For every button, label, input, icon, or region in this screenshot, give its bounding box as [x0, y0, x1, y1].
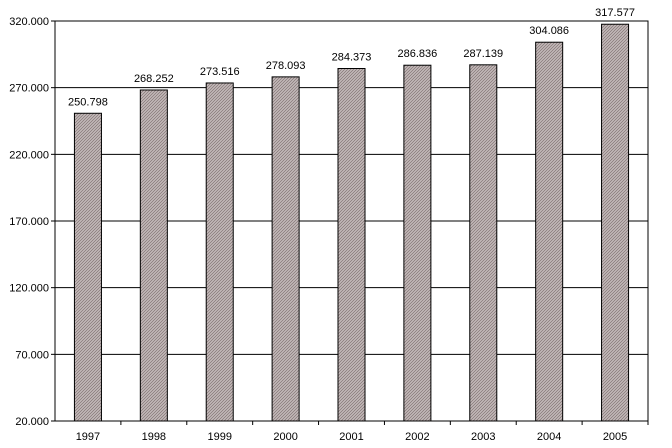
- bar-2000: [271, 76, 300, 422]
- x-tick-label-2004: 2004: [537, 431, 561, 443]
- y-tick-label: 70.000: [15, 349, 49, 361]
- data-labels: 250.798 268.252 273.516 278.093 284.373 286.8…: [68, 7, 635, 108]
- y-tick-label: 320.000: [9, 16, 49, 28]
- bar-2004: [535, 41, 564, 422]
- y-axis-tick-labels: 20.000 70.000 120.000 170.000 220.000 270.000…: [9, 16, 55, 428]
- y-tick-label: 220.000: [9, 149, 49, 161]
- bar-2005: [601, 23, 630, 422]
- bar-1998: [139, 89, 168, 422]
- data-label-2000: 278.093: [266, 60, 306, 72]
- bars: [73, 23, 630, 422]
- data-label-2002: 286.836: [398, 48, 438, 60]
- x-tick-label-2001: 2001: [339, 431, 363, 443]
- data-label-2005: 317.577: [595, 7, 635, 19]
- y-tick-label: 170.000: [9, 216, 49, 228]
- y-tick-label: 20.000: [15, 416, 49, 428]
- x-tick-label-2000: 2000: [273, 431, 297, 443]
- bar-2003: [469, 64, 498, 422]
- x-tick-label-2002: 2002: [405, 431, 429, 443]
- x-axis-tick-labels: 1997 1998 1999 2000 2001 2002 2003 2004 2005: [76, 421, 649, 443]
- x-tick-label-1997: 1997: [76, 431, 100, 443]
- data-label-1998: 268.252: [134, 73, 174, 85]
- bar-2002: [403, 64, 432, 422]
- y-tick-label: 120.000: [9, 283, 49, 295]
- data-label-2003: 287.139: [463, 48, 503, 60]
- x-tick-label-1999: 1999: [207, 431, 231, 443]
- x-tick-label-2003: 2003: [471, 431, 495, 443]
- x-tick-label-2005: 2005: [603, 431, 627, 443]
- bar-2001: [337, 68, 366, 422]
- x-tick-label-1998: 1998: [142, 431, 166, 443]
- y-tick-label: 270.000: [9, 83, 49, 95]
- bar-1999: [205, 82, 234, 422]
- bar-1997: [73, 112, 102, 422]
- data-label-1999: 273.516: [200, 66, 240, 78]
- data-label-2001: 284.373: [332, 52, 372, 64]
- data-label-2004: 304.086: [529, 25, 569, 37]
- data-label-1997: 250.798: [68, 96, 108, 108]
